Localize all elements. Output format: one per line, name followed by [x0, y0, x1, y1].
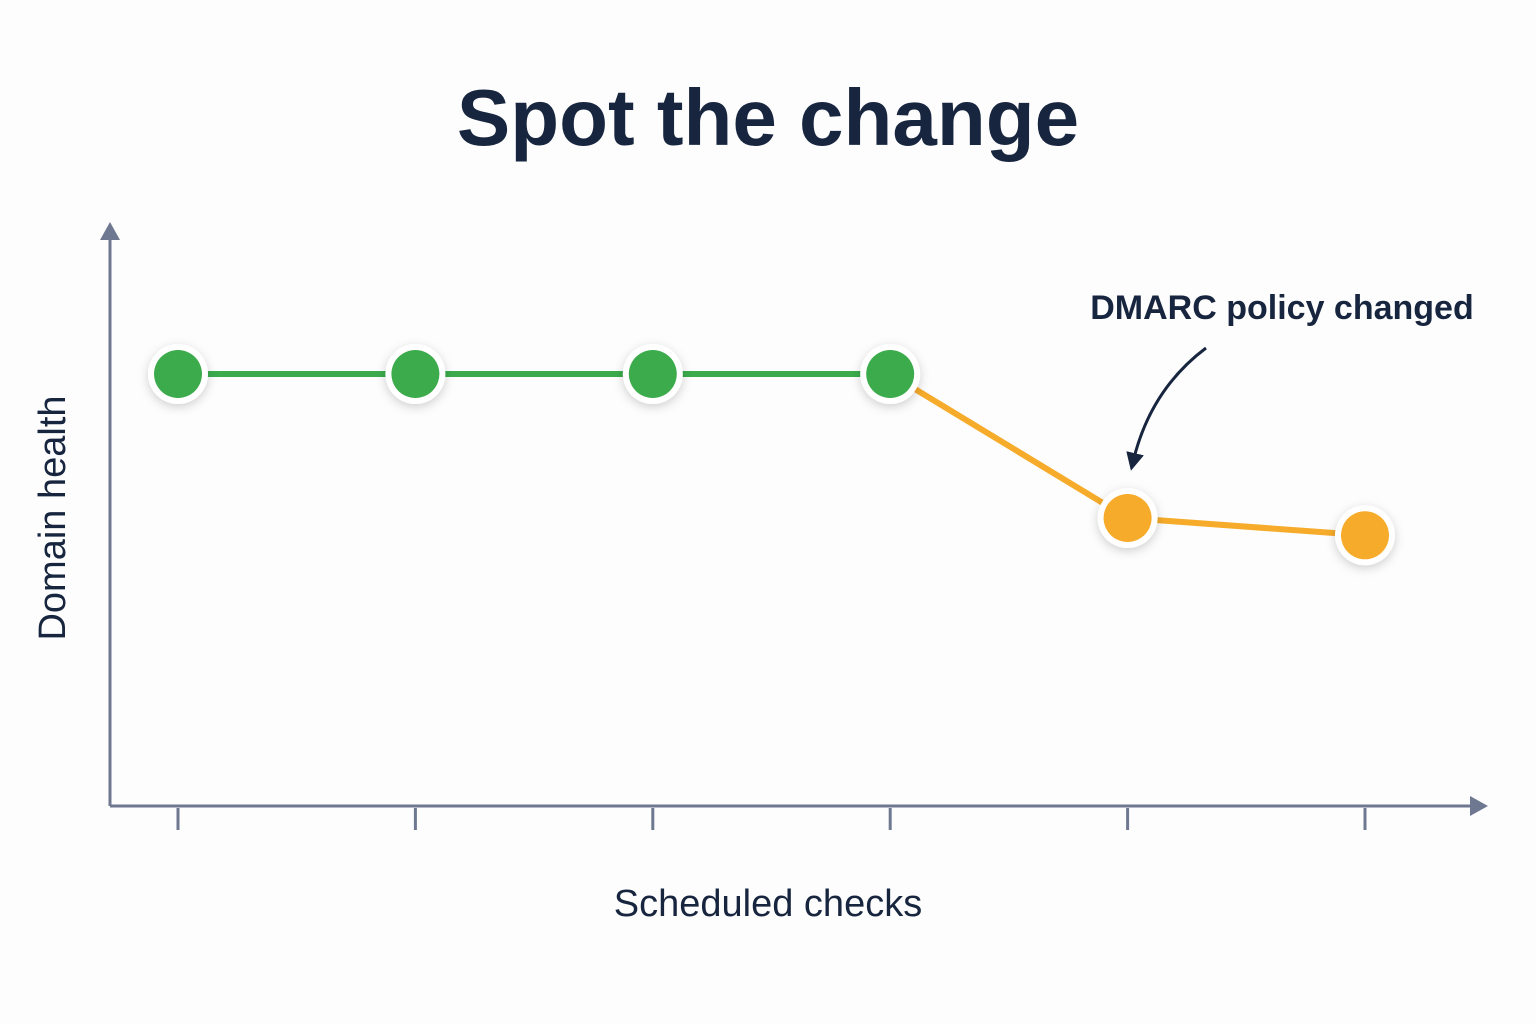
annotation-arrow: [1126, 346, 1207, 471]
line-segment: [1127, 515, 1366, 539]
point: [154, 350, 202, 398]
y-axis-label: Domain health: [32, 395, 74, 640]
x-axis-label: Scheduled checks: [614, 883, 922, 925]
line-segment: [888, 371, 1130, 521]
x-axis-arrow: [1470, 796, 1488, 816]
point: [1103, 494, 1152, 542]
point: [1341, 511, 1389, 560]
point: [866, 350, 915, 398]
point: [628, 350, 677, 398]
annotation: DMARC policy changed: [1090, 289, 1473, 327]
chart-title: Spot the change: [457, 73, 1079, 162]
y-axis-arrow: [100, 222, 120, 240]
point: [391, 350, 440, 398]
